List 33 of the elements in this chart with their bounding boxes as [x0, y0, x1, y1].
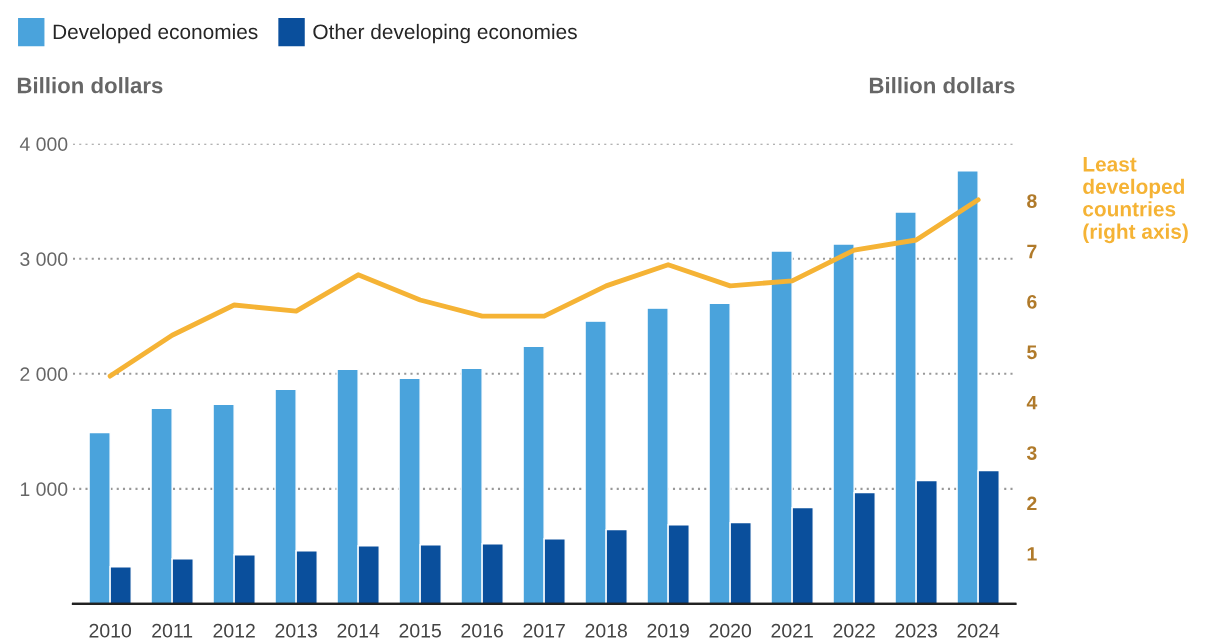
- y2-tick-label: 7: [1027, 244, 1037, 259]
- y2-tick-label: 4: [1026, 395, 1038, 410]
- line-series: [107, 197, 981, 379]
- x-tick-label: 2010: [89, 623, 132, 638]
- x-tick-label: 2020: [709, 623, 752, 638]
- y-tick-label: 2 000: [20, 367, 68, 382]
- y-tick-label: 4 000: [19, 137, 68, 152]
- y2-tick-label: 6: [1027, 294, 1037, 309]
- x-tick-label: 2018: [585, 623, 627, 638]
- text: Least developed countries (right axis): [1083, 157, 1188, 244]
- x-tick-label: 2024: [957, 623, 1000, 638]
- x-tick-label: 2013: [275, 623, 317, 638]
- y2-tick-label: 1: [1027, 547, 1037, 561]
- x-tick-label: 2015: [399, 623, 441, 638]
- legend-label: Other developing economies: [313, 23, 577, 44]
- y-tick-label: 3 000: [20, 252, 68, 267]
- x-tick-label: 2017: [523, 623, 565, 638]
- x-tick-label: 2016: [461, 623, 503, 638]
- legend-label: Developed economies: [53, 23, 258, 44]
- x-tick-label: 2021: [771, 623, 813, 638]
- x-tick-label: 2022: [833, 623, 875, 638]
- x-tick-label: 2023: [895, 623, 937, 638]
- y2-axis-title: Billion dollars: [869, 77, 1015, 94]
- x-tick-label: 2012: [213, 623, 255, 638]
- x-tick-label: 2019: [647, 623, 689, 638]
- y2-tick-label: 8: [1027, 194, 1037, 208]
- y-tick-label: 1 000: [20, 482, 68, 497]
- x-tick-label: 2014: [337, 623, 380, 638]
- y2-tick-label: 2: [1027, 496, 1037, 511]
- y2-tick-label: 3: [1026, 446, 1037, 460]
- y2-tick-label: 5: [1027, 345, 1037, 360]
- y-axis-title: Billion dollars: [17, 77, 163, 94]
- x-tick-label: 2011: [152, 623, 193, 638]
